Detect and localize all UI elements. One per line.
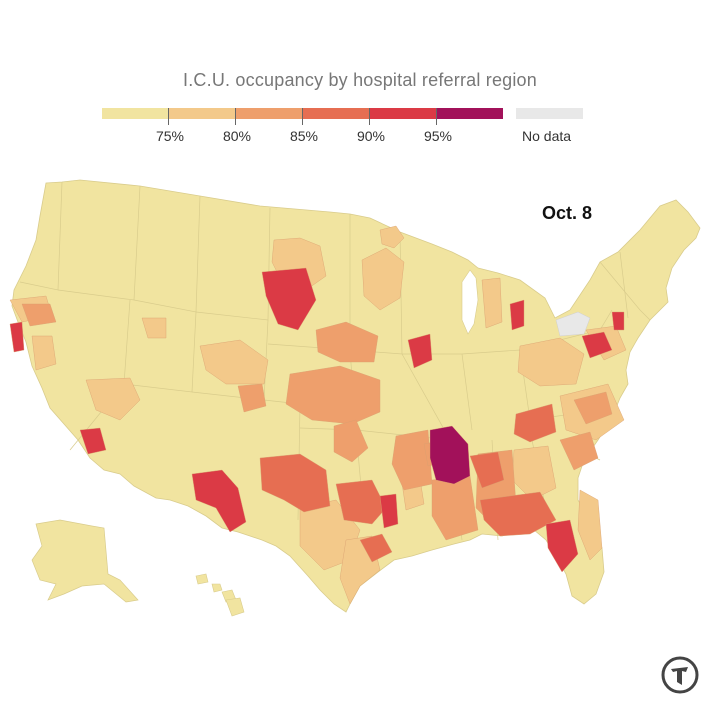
legend-bin-80-85 (236, 108, 302, 119)
region-red (545, 519, 579, 573)
legend-bin-75-80 (169, 108, 235, 119)
lake-michigan (461, 269, 479, 335)
region-light-orange (379, 225, 405, 249)
legend-no-data-swatch (516, 108, 583, 119)
region-orange (237, 383, 267, 413)
region-red (261, 267, 317, 331)
region-orange (391, 429, 433, 491)
region-crimson (429, 425, 471, 485)
legend-bin-85-90 (303, 108, 369, 119)
region-red (379, 493, 399, 529)
region-dark-orange (469, 451, 505, 489)
region-light-orange (199, 339, 269, 385)
region-orange (573, 391, 613, 425)
legend-tick (436, 108, 437, 125)
legend-label-95: 95% (423, 128, 453, 144)
alaska (31, 519, 139, 603)
region-dark-orange (335, 479, 387, 525)
region-dark-orange (259, 453, 331, 513)
region-light-orange (31, 335, 57, 371)
region-orange (285, 365, 381, 425)
legend-tick (168, 108, 169, 125)
region-light-orange (577, 489, 603, 561)
region-light-orange (517, 337, 585, 387)
nyt-logo-icon (661, 656, 699, 694)
legend-label-90: 90% (356, 128, 386, 144)
region-red (79, 427, 107, 455)
legend-tick (369, 108, 370, 125)
legend-label-no-data: No data (522, 128, 572, 144)
region-no-data (555, 311, 591, 337)
region-light-orange (141, 317, 167, 339)
map-title: I.C.U. occupancy by hospital referral re… (183, 70, 537, 90)
region-dark-orange (479, 491, 557, 537)
legend-tick (235, 108, 236, 125)
occupancy-regions (9, 225, 627, 605)
legend-bin-below-75 (102, 108, 168, 119)
region-orange (333, 419, 369, 463)
legend-bin-95-plus (437, 108, 503, 119)
region-light-orange (481, 277, 503, 329)
region-red (191, 469, 247, 533)
region-red (407, 333, 433, 369)
legend-label-80: 80% (222, 128, 252, 144)
date-label: Oct. 8 (542, 203, 593, 223)
region-light-orange (361, 247, 405, 311)
legend-bin-90-95 (370, 108, 436, 119)
region-orange (315, 321, 379, 363)
region-red (9, 321, 25, 353)
region-light-orange (85, 377, 141, 421)
region-red (509, 299, 525, 331)
region-red (581, 331, 613, 359)
region-orange (559, 431, 599, 471)
region-dark-orange (513, 403, 557, 443)
legend-tick (302, 108, 303, 125)
region-dark-orange (359, 533, 393, 563)
hawaii (195, 573, 245, 617)
legend-label-85: 85% (289, 128, 319, 144)
region-red (611, 311, 625, 331)
region-orange (21, 303, 57, 327)
legend-label-75: 75% (155, 128, 185, 144)
